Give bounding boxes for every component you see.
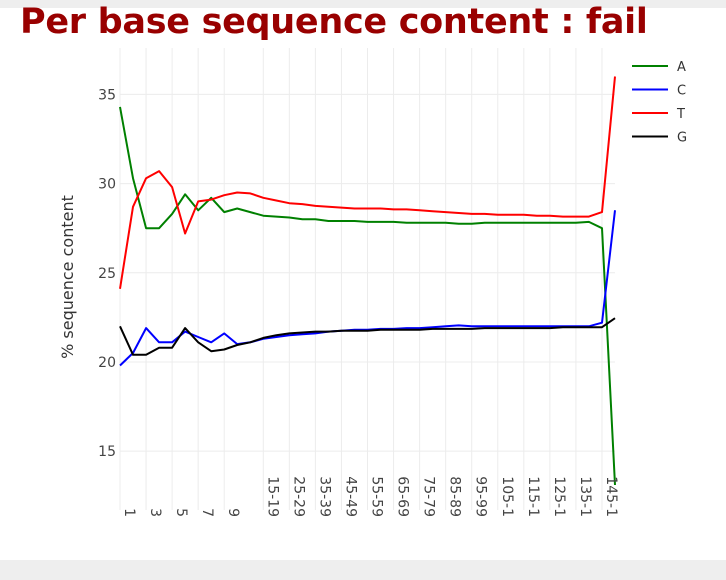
legend-label: A [677, 60, 686, 75]
x-tick-label: 3 [147, 508, 163, 517]
series-line-g [119, 317, 616, 356]
x-tick-label: 9 [225, 508, 241, 517]
x-tick-label: 15-19 [264, 476, 280, 517]
x-tick-label: 1 [121, 508, 137, 517]
x-tick-label: 85-89 [447, 476, 463, 517]
x-tick-label: 35-39 [316, 476, 332, 517]
top-strip [0, 0, 726, 8]
bottom-strip [0, 560, 726, 580]
series-line-t [119, 76, 616, 289]
legend-item-a[interactable]: A [632, 60, 686, 75]
x-tick-label: 125-1 [551, 476, 567, 517]
x-tick-label: 95-99 [473, 476, 489, 517]
y-tick-label: 30 [98, 177, 116, 193]
y-tick-labels: 15 20 25 30 35 [98, 87, 116, 460]
x-tick-label: 45-49 [342, 476, 358, 517]
legend-label: T [676, 107, 685, 122]
x-tick-label: 145-1 [603, 476, 619, 517]
y-axis-label: % sequence content [58, 195, 77, 359]
x-tick-label: 115-1 [525, 476, 541, 517]
x-tick-label: 75-79 [421, 476, 437, 517]
chart-title: Per base sequence content : fail [20, 2, 648, 42]
x-tick-label: 7 [199, 508, 215, 517]
x-tick-label: 55-59 [369, 476, 385, 517]
y-tick-label: 20 [98, 355, 116, 371]
series-line-a [119, 106, 616, 486]
x-tick-label: 5 [173, 508, 189, 517]
legend-item-c[interactable]: C [632, 84, 686, 99]
x-tick-label: 105-1 [499, 476, 515, 517]
y-tick-label: 25 [98, 266, 116, 282]
x-tick-label: 65-69 [395, 476, 411, 517]
x-tick-label: 135-1 [577, 476, 593, 517]
gridlines [119, 48, 615, 510]
legend-item-t[interactable]: T [632, 107, 685, 122]
series-lines [119, 76, 616, 486]
y-tick-label: 35 [98, 87, 116, 103]
x-tick-labels: 1 3 5 7 9 15-19 25-29 35-39 45-49 55-59 65-69 75-79… [121, 476, 619, 517]
y-tick-label: 15 [98, 444, 116, 460]
legend-label: G [677, 131, 687, 146]
legend-item-g[interactable]: G [632, 131, 687, 146]
legend-label: C [677, 84, 686, 99]
x-tick-label: 25-29 [290, 476, 306, 517]
